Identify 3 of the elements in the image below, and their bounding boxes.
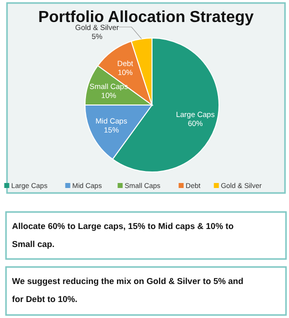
chart-title: Portfolio Allocation Strategy xyxy=(38,9,254,26)
text: We suggest reducing the mix on Gold & Silver to 5% and for Debt to 10%. xyxy=(12,276,244,304)
text: Allocate 60% to Large caps, 15% to Mid caps & 10% to Small cap. xyxy=(12,221,234,249)
